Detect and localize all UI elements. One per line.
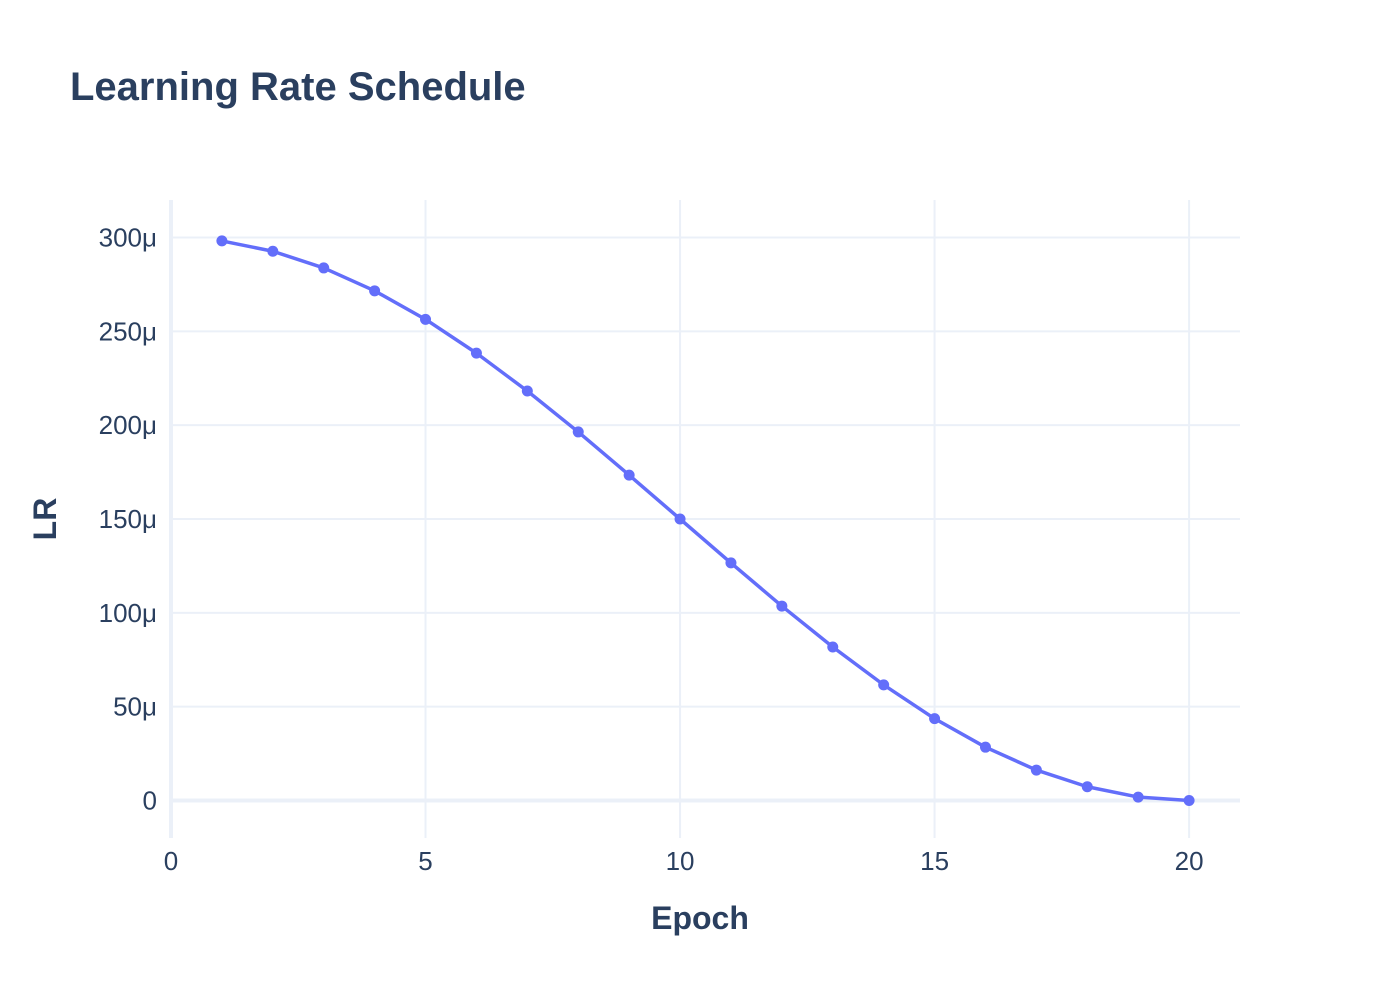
data-point[interactable]: [878, 679, 890, 691]
x-tick-label: 15: [920, 846, 949, 876]
y-axis-title: LR: [27, 498, 63, 541]
data-point[interactable]: [470, 347, 482, 359]
data-point[interactable]: [318, 262, 330, 274]
y-tick-label: 200μ: [99, 410, 157, 440]
x-tick-label: 5: [418, 846, 432, 876]
data-point[interactable]: [827, 641, 839, 653]
y-tick-label: 150μ: [99, 504, 157, 534]
data-point[interactable]: [267, 245, 279, 257]
y-tick-label: 0: [143, 785, 157, 815]
data-point[interactable]: [725, 557, 737, 569]
grid-lines: [169, 200, 1240, 838]
y-axis-ticks: 0 50μ 100μ 150μ 200μ 250μ 300μ: [99, 223, 157, 816]
x-tick-label: 10: [666, 846, 695, 876]
y-tick-label: 100μ: [99, 598, 157, 628]
data-point[interactable]: [979, 741, 991, 753]
x-axis-title: Epoch: [651, 900, 749, 936]
series-layer: [216, 235, 1195, 806]
data-point[interactable]: [216, 235, 228, 247]
x-tick-label: 20: [1175, 846, 1204, 876]
data-point[interactable]: [776, 600, 788, 612]
series-line: [221, 239, 1190, 803]
data-point[interactable]: [572, 426, 584, 438]
y-tick-label: 50μ: [113, 692, 157, 722]
data-point[interactable]: [1030, 764, 1042, 776]
data-point[interactable]: [369, 285, 381, 297]
data-point[interactable]: [674, 513, 686, 525]
x-axis-ticks: 0 5 10 15 20: [164, 846, 1204, 876]
data-point[interactable]: [420, 313, 432, 325]
data-point[interactable]: [623, 469, 635, 481]
chart-title: Learning Rate Schedule: [70, 65, 526, 109]
data-point[interactable]: [521, 385, 533, 397]
data-point[interactable]: [1132, 791, 1144, 803]
data-point[interactable]: [929, 713, 941, 725]
y-tick-label: 250μ: [99, 316, 157, 346]
data-point[interactable]: [1183, 794, 1195, 806]
data-point[interactable]: [1081, 781, 1093, 793]
y-tick-label: 300μ: [99, 223, 157, 253]
x-tick-label: 0: [164, 846, 178, 876]
